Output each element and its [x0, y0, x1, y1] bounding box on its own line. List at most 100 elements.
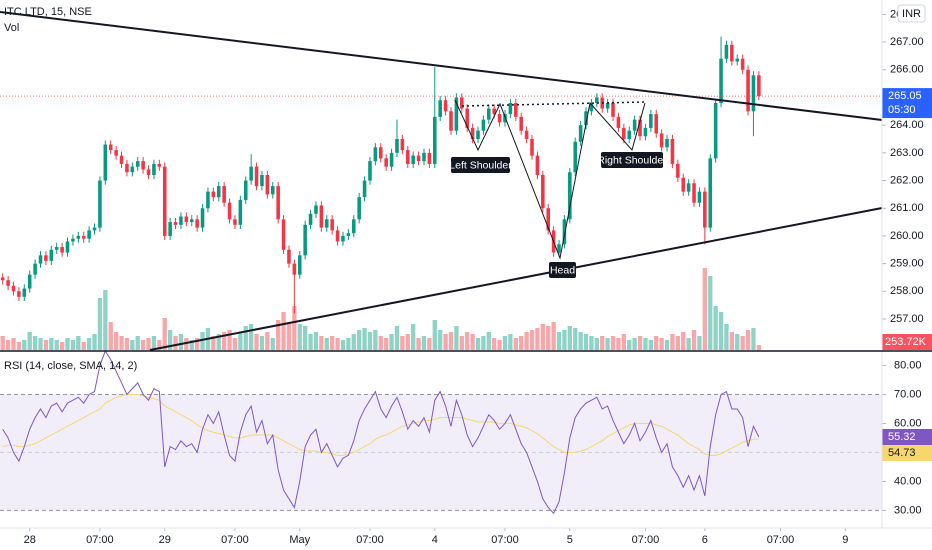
volume-bar [448, 332, 454, 350]
volume-bar [173, 336, 178, 350]
candle-body [465, 108, 469, 128]
y-tick-label: 40.00 [894, 475, 922, 487]
candle-body [135, 161, 140, 167]
volume-bar [583, 334, 589, 350]
candle-body [487, 108, 491, 120]
candle-body [173, 222, 178, 225]
volume-bar [697, 336, 702, 350]
candle-body [492, 108, 496, 115]
volume-bar [562, 330, 567, 350]
candle-body [568, 172, 572, 220]
currency-text[interactable]: INR [902, 8, 921, 20]
volume-bar [146, 338, 151, 350]
candle-body [422, 152, 426, 162]
rsi-value-label: 54.73 [888, 447, 916, 459]
x-tick-label: 6 [702, 534, 708, 546]
volume-bar [389, 334, 394, 350]
candle-body [649, 114, 653, 128]
volume-bar [627, 340, 632, 350]
candle-body [81, 235, 86, 239]
candle-body [373, 147, 378, 162]
candle-body [206, 191, 210, 209]
candle-body [503, 114, 507, 123]
volume-bar [167, 330, 173, 350]
volume-bar [616, 338, 621, 350]
currency-box[interactable] [897, 4, 926, 23]
candle-body [238, 199, 243, 225]
rsi-title: RSI (14, close, SMA, 14, 2) [4, 360, 137, 372]
candle-body [454, 97, 459, 131]
candle-body [130, 166, 135, 173]
candle-body [335, 230, 340, 242]
candle-body [433, 116, 437, 164]
candle-body [357, 197, 361, 220]
candle-body [508, 103, 513, 115]
candle-body [27, 274, 32, 289]
volume-bar [443, 334, 448, 350]
candle-body [740, 58, 745, 70]
volume-bar [81, 342, 86, 350]
volume-bar [643, 338, 648, 350]
volume-bar [578, 332, 583, 350]
rsi-value-label: 55.32 [888, 431, 916, 443]
candle-body [411, 155, 415, 164]
candle-body [308, 213, 313, 225]
candle-body [724, 44, 729, 59]
volume-bar [589, 336, 594, 350]
x-tick-label: 9 [842, 534, 848, 546]
candle-body [443, 100, 448, 112]
candle-body [378, 147, 383, 159]
y-tick-label: 264.00 [890, 119, 924, 131]
volume-bar [232, 338, 238, 350]
candle-body [578, 125, 583, 142]
x-tick-label: 07:00 [491, 534, 519, 546]
candle-body [735, 58, 740, 62]
volume-bar [481, 336, 486, 350]
candle-body [319, 205, 324, 228]
candle-body [168, 222, 172, 236]
candle-body [297, 255, 302, 275]
volume-bar [189, 340, 194, 350]
candle-body [589, 103, 594, 112]
volume-bar [459, 336, 464, 350]
volume-bar [259, 336, 265, 350]
y-tick-label: 259.00 [890, 258, 924, 270]
candle-body [654, 114, 659, 134]
volume-bar [70, 340, 76, 350]
candle-body [449, 111, 453, 131]
volume-bar [38, 338, 43, 350]
candle-body [341, 235, 345, 242]
candle-body [227, 202, 232, 220]
volume-bar [621, 334, 626, 350]
candle-body [514, 103, 518, 117]
candle-body [265, 175, 270, 195]
y-tick-label: 260.00 [890, 230, 924, 242]
volume-bar [194, 338, 200, 350]
currency-button[interactable]: INR [897, 4, 926, 23]
candle-body [281, 219, 286, 250]
volume-bar [632, 338, 637, 350]
volume-bar [265, 332, 270, 350]
annotation: Left Shoulder [449, 157, 512, 173]
candle-body [400, 139, 405, 151]
volume-bar [735, 334, 740, 350]
candle-body [416, 155, 421, 162]
volume-bar [270, 338, 275, 350]
candle-body [22, 288, 27, 297]
trendline-lower [149, 207, 883, 351]
y-tick-label: 70.00 [894, 388, 922, 400]
volume-bar [32, 336, 38, 350]
volume-bar [535, 328, 540, 350]
candle-body [216, 186, 221, 198]
candle-body [427, 152, 432, 164]
candle-body [524, 130, 529, 140]
candle-body [697, 191, 702, 203]
candle-body [11, 285, 16, 292]
volume-bar [492, 338, 497, 350]
volume-bar [664, 340, 670, 350]
volume-bar [745, 330, 751, 350]
volume-bar [724, 324, 729, 350]
candle-body [757, 75, 761, 97]
candle-body [384, 158, 388, 167]
